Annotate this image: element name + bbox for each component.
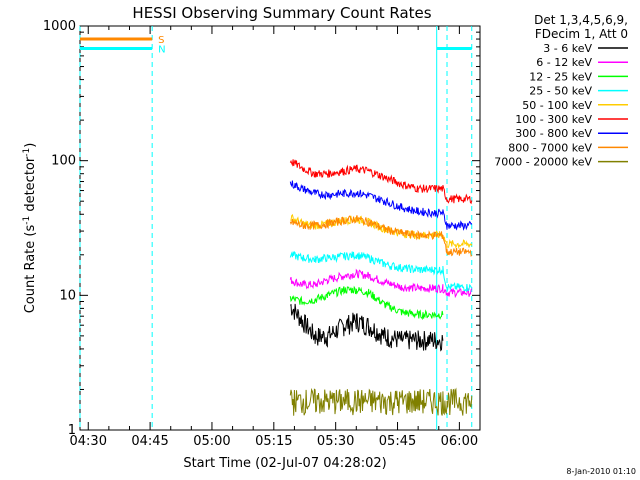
- series-line: [289, 250, 472, 293]
- y-axis-label: Count Rate (s-1 detector-1): [22, 143, 38, 314]
- series-line: [289, 285, 444, 321]
- y-tick-label: 10: [59, 288, 76, 303]
- x-tick-label: 05:30: [317, 434, 354, 449]
- series-line: [289, 180, 473, 231]
- series-line: [290, 303, 444, 352]
- plot-frame: [79, 25, 481, 431]
- plot-grid: [79, 26, 473, 430]
- generation-timestamp: 8-Jan-2010 01:10: [566, 467, 636, 476]
- y-tick-label: 1000: [43, 19, 76, 34]
- x-tick-label: 05:15: [255, 434, 292, 449]
- legend-entry-label: 50 - 100 keV: [522, 99, 592, 112]
- y-tick-label: 1: [68, 423, 76, 438]
- legend-entry-label: 300 - 800 keV: [515, 127, 592, 140]
- legend-entry-label: 3 - 6 keV: [543, 42, 592, 55]
- x-axis-label: Start Time (02-Jul-07 04:28:02): [183, 456, 386, 471]
- series-line: [289, 159, 473, 205]
- x-tick-label: 04:30: [70, 434, 107, 449]
- chart-title: HESSI Observing Summary Count Rates: [132, 4, 431, 22]
- legend-entry-label: 100 - 300 keV: [515, 113, 592, 126]
- x-tick-label: 05:45: [379, 434, 416, 449]
- legend-entry-label: 25 - 50 keV: [529, 85, 592, 98]
- legend: Det 1,3,4,5,6,9, FDecim 1, Att 0 3 - 6 k…: [494, 13, 628, 169]
- plot-area: [79, 25, 481, 431]
- series-line: [289, 387, 473, 416]
- series-line: [289, 268, 473, 299]
- legend-entry-label: 6 - 12 keV: [536, 56, 592, 69]
- series-line: [289, 215, 473, 257]
- axis-ticks: 04:30 04:45 05:00 05:15 05:30 05:45 06:00 1 10 10…: [43, 19, 481, 449]
- annotation-label-S: S: [158, 35, 164, 46]
- series-layer: [289, 159, 473, 416]
- x-tick-label: 06:00: [441, 434, 478, 449]
- legend-header-line-2: FDecim 1, Att 0: [535, 27, 628, 41]
- legend-entry-label: 800 - 7000 keV: [508, 141, 592, 154]
- legend-entry-label: 7000 - 20000 keV: [494, 156, 592, 169]
- y-tick-label: 100: [51, 154, 76, 169]
- x-tick-label: 05:00: [193, 434, 230, 449]
- legend-entry-label: 12 - 25 keV: [529, 70, 592, 83]
- legend-header-line-1: Det 1,3,4,5,6,9,: [534, 13, 628, 27]
- annotation-label-N: N: [158, 45, 165, 56]
- detector-annotations: SN: [80, 35, 472, 56]
- x-tick-label: 04:45: [131, 434, 168, 449]
